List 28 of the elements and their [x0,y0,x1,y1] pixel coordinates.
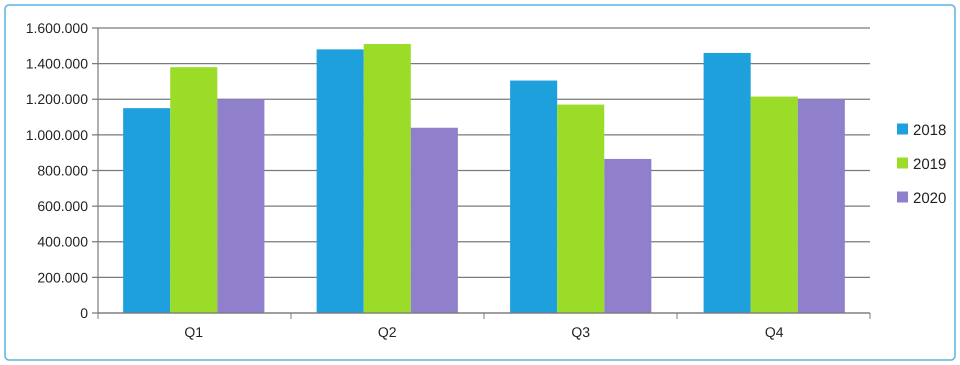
legend-label: 2019 [913,156,946,173]
y-tick-label: 800.000 [37,162,88,178]
y-tick-label: 1.600.000 [26,20,88,36]
bar [410,128,458,313]
bar [123,108,170,313]
x-tick-label: Q4 [764,324,784,340]
bar [557,104,604,313]
legend-label: 2018 [913,122,946,139]
y-tick-label: 1.000.000 [26,126,88,143]
bar [510,80,558,313]
y-tick-label: 600.000 [37,198,88,214]
y-tick-label: 400.000 [37,234,88,250]
bar [704,52,751,313]
bar [604,158,652,313]
y-tick-label: 1.400.000 [26,56,88,72]
y-tick-label: 0 [80,304,88,321]
bar [170,67,218,313]
bar [364,44,411,313]
y-tick-label: 1.200.000 [26,91,88,108]
x-tick-label: Q1 [184,324,204,340]
x-tick-label: Q3 [571,324,590,340]
legend-label: 2020 [913,190,946,207]
x-tick-label: Q2 [378,324,397,340]
bar [316,49,364,313]
y-tick-label: 200.000 [37,269,88,286]
bar [798,99,845,313]
bar [750,96,798,313]
bar [217,99,264,313]
